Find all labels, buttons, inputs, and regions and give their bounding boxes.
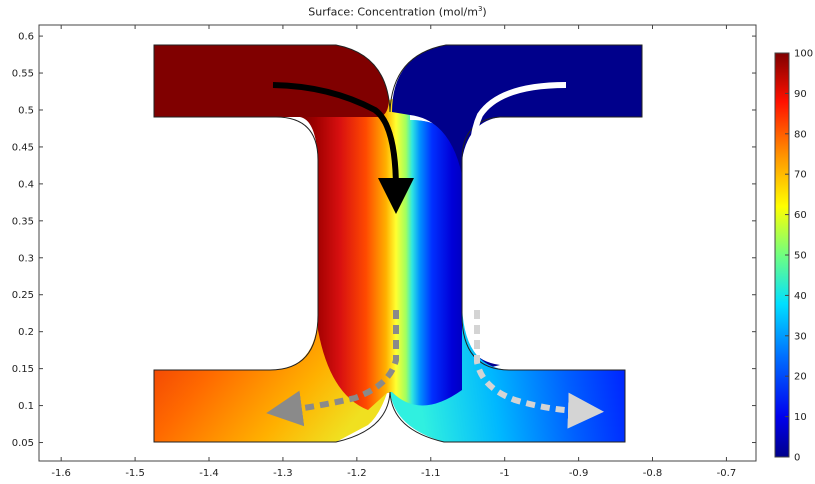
x-tick-label: -1.5 [125,468,145,479]
y-tick-label: 0.6 [18,32,34,43]
x-tick-label: -0.7 [717,468,737,479]
flow-arrows [266,82,604,429]
left-inlet-region [154,45,390,118]
concentration-surface [153,44,643,443]
y-tick-label: 0.5 [18,105,34,116]
x-tick-label: -1.4 [199,468,219,479]
colorbar-tick-label: 10 [794,412,807,423]
x-axis: -1.6 -1.5 -1.4 -1.3 -1.2 -1.1 -1 -0.9 -0.8 -0.7 [51,25,736,479]
outflow-arrow-light-grey [474,310,604,429]
colorbar-tick-label: 60 [794,210,807,221]
colorbar-tick-label: 80 [794,129,807,140]
x-tick-label: -0.9 [569,468,589,479]
y-tick-label: 0.35 [12,216,34,227]
y-axis: 0.6 0.55 0.5 0.45 0.4 0.35 0.3 0.25 0.2 0.15 0.1 0.… [12,32,756,449]
y-tick-label: 0.45 [12,142,34,153]
domain-outline [153,44,643,443]
x-tick-label: -1.1 [421,468,441,479]
x-tick-label: -1.2 [347,468,367,479]
colorbar-tick-label: 40 [794,291,807,302]
colorbar-tick-label: 100 [794,49,813,60]
colorbar-tick-label: 0 [794,453,800,464]
right-inlet-region [392,45,642,175]
colorbar-tick-label: 90 [794,89,807,100]
colorbar-tick-label: 50 [794,251,807,262]
y-tick-label: 0.3 [18,253,34,264]
colorbar-tick-label: 20 [794,372,807,383]
inflow-arrow-black [272,82,414,214]
y-tick-label: 0.05 [12,438,34,449]
y-tick-label: 0.4 [18,179,34,190]
y-tick-label: 0.55 [12,69,34,80]
center-gradient-overlay [318,112,462,410]
y-tick-label: 0.1 [18,401,34,412]
x-tick-label: -1 [500,468,510,479]
y-tick-label: 0.15 [12,364,34,375]
y-tick-label: 0.2 [18,327,34,338]
chart-title: Surface: Concentration (mol/m3) [308,5,487,19]
inflow-arrow-white [470,82,567,146]
colorbar-tick-label: 30 [794,331,807,342]
x-tick-label: -1.6 [51,468,71,479]
outflow-arrow-grey [266,310,399,427]
y-tick-label: 0.25 [12,290,34,301]
x-tick-label: -0.8 [643,468,663,479]
colorbar-tick-label: 70 [794,170,807,181]
x-tick-label: -1.3 [273,468,293,479]
